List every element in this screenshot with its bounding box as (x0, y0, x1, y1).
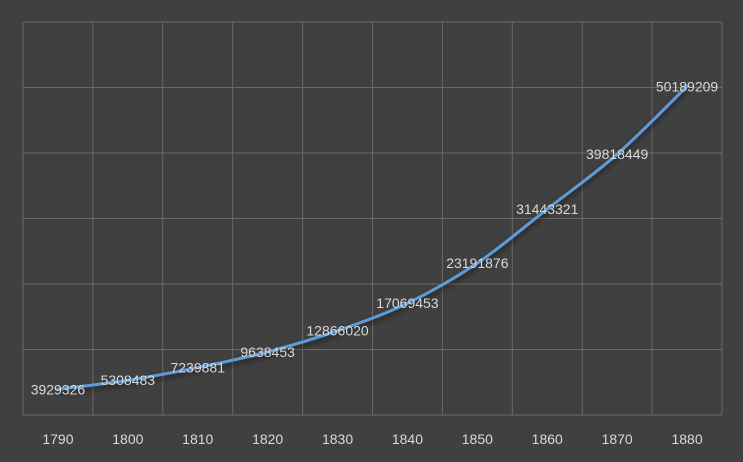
chart-gridlines (22, 21, 723, 416)
series-line (56, 84, 689, 391)
x-tick-label: 1830 (322, 431, 353, 447)
data-label: 39818449 (586, 146, 649, 162)
data-label: 7239881 (170, 360, 225, 376)
data-labels: 3929326 5308483 7239881 9638453 12866020 1706… (31, 78, 719, 397)
data-label: 17069453 (376, 295, 439, 311)
x-tick-label: 1820 (252, 431, 283, 447)
x-tick-label: 1810 (182, 431, 213, 447)
data-label: 5308483 (101, 372, 156, 388)
x-tick-label: 1870 (602, 431, 633, 447)
x-tick-label: 1850 (462, 431, 493, 447)
x-axis-ticks: 1790 1800 1810 1820 1830 1840 1850 1860 1870 1880 (42, 431, 702, 447)
x-tick-label: 1860 (532, 431, 563, 447)
data-label: 23191876 (446, 255, 509, 271)
data-label: 3929326 (31, 381, 86, 397)
data-label: 31443321 (516, 201, 579, 217)
data-label: 9638453 (240, 344, 295, 360)
data-label: 50189209 (656, 78, 719, 94)
x-tick-label: 1880 (671, 431, 702, 447)
x-tick-label: 1790 (42, 431, 73, 447)
x-tick-label: 1800 (112, 431, 143, 447)
data-label: 12866020 (306, 323, 369, 339)
x-tick-label: 1840 (392, 431, 423, 447)
